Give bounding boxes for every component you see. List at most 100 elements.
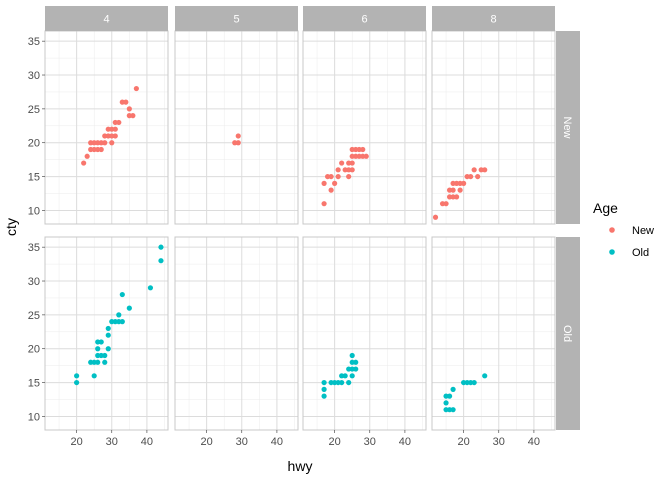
strip-col-6 — [303, 6, 426, 31]
y-tick-label: 25 — [28, 104, 40, 116]
strip-col-label: 8 — [490, 14, 496, 26]
data-point-new — [98, 146, 104, 153]
data-point-new — [112, 133, 118, 139]
y-tick-label: 20 — [28, 138, 40, 150]
data-point-old — [105, 346, 111, 352]
strip-row-old — [556, 237, 580, 430]
data-point-old — [349, 352, 355, 359]
data-point-new — [335, 167, 341, 173]
x-tick-label: 40 — [399, 436, 411, 448]
data-point-new — [339, 160, 345, 166]
data-point-old — [450, 407, 456, 413]
data-point-new — [457, 187, 463, 193]
data-point-new — [475, 173, 481, 180]
y-tick-label: 30 — [28, 70, 40, 82]
data-point-old — [95, 346, 101, 352]
y-tick-label: 20 — [28, 344, 40, 356]
data-point-old — [102, 359, 108, 365]
data-point-old — [105, 332, 111, 338]
legend: Age New Old — [593, 200, 654, 259]
panel-background — [175, 31, 298, 224]
legend-items: New Old — [609, 225, 654, 259]
data-point-old — [74, 379, 80, 386]
data-point-old — [119, 319, 125, 325]
x-tick-label: 30 — [364, 436, 376, 448]
panels-layer — [44, 30, 556, 431]
strip-col-4 — [45, 6, 168, 31]
data-point-old — [321, 379, 327, 386]
data-point-old — [450, 386, 456, 392]
data-point-old — [116, 312, 122, 318]
x-tick-label: 20 — [71, 436, 83, 448]
panel-border — [174, 236, 299, 431]
panel-5-old — [174, 236, 299, 431]
strip-col-5 — [175, 6, 298, 31]
strip-row-label: New — [561, 116, 573, 138]
data-point-old — [91, 373, 97, 379]
data-point-new — [443, 201, 449, 207]
panel-background — [303, 31, 426, 224]
strip-col-label: 4 — [103, 14, 109, 26]
panel-border — [302, 236, 427, 431]
legend-item-new: New — [609, 225, 654, 237]
panel-background — [303, 237, 426, 430]
legend-label: New — [632, 225, 654, 237]
data-point-old — [349, 373, 355, 379]
data-point-new — [133, 85, 139, 92]
data-point-old — [147, 285, 154, 291]
legend-title: Age — [593, 200, 618, 216]
y-tick-label: 30 — [28, 276, 40, 288]
x-axis-title: hwy — [288, 458, 313, 474]
data-point-new — [328, 173, 334, 180]
data-point-new — [102, 140, 108, 146]
data-point-old — [98, 339, 104, 345]
data-point-old — [353, 366, 359, 372]
data-point-old — [119, 291, 125, 298]
panel-border — [44, 236, 169, 431]
data-point-old — [102, 352, 108, 359]
data-point-new — [461, 180, 467, 186]
data-point-new — [130, 113, 136, 119]
panel-4-new — [44, 30, 169, 225]
data-point-new — [235, 133, 241, 139]
x-tick-label: 20 — [329, 436, 341, 448]
y-tick-label: 10 — [28, 205, 40, 217]
x-tick-label: 30 — [493, 436, 505, 448]
strip-col-8 — [432, 6, 555, 31]
strip-col-label: 6 — [361, 14, 367, 26]
data-point-old — [95, 359, 101, 365]
data-point-old — [482, 373, 488, 379]
ticks-layer: 10 15 20 25 30 35 10 15 20 25 30 35 20 30 40 20 30 40 20 30… — [28, 36, 540, 448]
data-point-new — [332, 180, 338, 186]
data-point-new — [360, 146, 366, 153]
data-point-old — [342, 373, 348, 379]
points-layer — [74, 85, 488, 413]
panel-6-new — [302, 30, 427, 225]
legend-key — [609, 249, 615, 255]
x-tick-label: 40 — [528, 436, 540, 448]
x-tick-label: 40 — [141, 436, 153, 448]
data-point-new — [450, 187, 456, 193]
strip-col-label: 5 — [233, 14, 239, 26]
panel-6-old — [302, 236, 427, 431]
data-point-old — [105, 325, 111, 332]
y-tick-label: 10 — [28, 411, 40, 423]
y-tick-label: 35 — [28, 36, 40, 48]
data-point-new — [321, 201, 327, 207]
panel-5-new — [174, 30, 299, 225]
data-point-old — [321, 386, 327, 392]
data-point-old — [158, 258, 164, 264]
data-point-new — [84, 153, 90, 159]
data-point-new — [112, 126, 118, 132]
x-tick-label: 30 — [106, 436, 118, 448]
data-point-new — [126, 106, 132, 112]
panel-8-old — [431, 236, 556, 431]
y-tick-label: 15 — [28, 378, 40, 390]
panel-border — [431, 236, 556, 431]
data-point-new — [363, 153, 369, 159]
y-axis-title: cty — [3, 218, 19, 236]
legend-key — [609, 227, 615, 233]
data-point-old — [74, 373, 80, 379]
data-point-new — [81, 160, 87, 166]
